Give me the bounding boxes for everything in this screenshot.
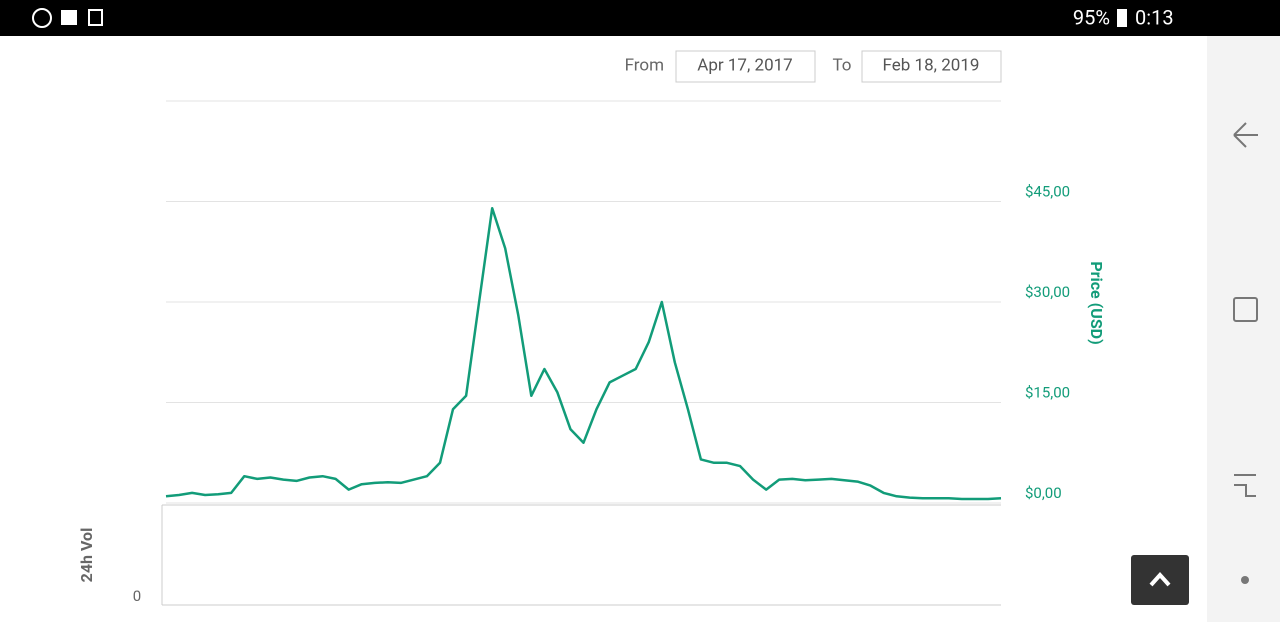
y-tick-label: $15,00 bbox=[1025, 383, 1070, 401]
home-button[interactable] bbox=[1234, 474, 1256, 497]
gallery-icon bbox=[61, 10, 77, 25]
task-icon bbox=[88, 9, 103, 26]
app-icon bbox=[32, 8, 52, 28]
to-label: To bbox=[832, 55, 851, 75]
y-tick-label: $0,00 bbox=[1025, 484, 1062, 502]
recents-button[interactable] bbox=[1233, 297, 1258, 322]
to-date: Feb 18, 2019 bbox=[883, 55, 980, 75]
from-input[interactable] bbox=[675, 50, 816, 83]
status-bar bbox=[0, 0, 1280, 36]
nav-dot bbox=[1241, 576, 1249, 584]
from-label: From bbox=[625, 55, 664, 75]
y-tick-label: $30,00 bbox=[1025, 283, 1070, 301]
clock: 0:13 bbox=[1135, 5, 1174, 29]
y-tick-label: $45,00 bbox=[1025, 182, 1070, 200]
from-date: Apr 17, 2017 bbox=[697, 55, 793, 75]
back-button[interactable] bbox=[1233, 122, 1258, 148]
scroll-top-button[interactable] bbox=[1131, 555, 1189, 605]
y-axis-label: Price (USD) bbox=[1087, 261, 1106, 344]
volume-label: 24h Vol bbox=[77, 528, 96, 583]
to-input[interactable] bbox=[861, 50, 1002, 83]
volume-tick-label: 0 bbox=[133, 587, 141, 605]
battery-icon bbox=[1117, 9, 1127, 27]
price-line bbox=[165, 206, 1002, 501]
battery-text: 95% bbox=[1073, 5, 1110, 29]
nav-bar bbox=[1207, 36, 1280, 622]
chevron-up bbox=[1149, 572, 1171, 587]
